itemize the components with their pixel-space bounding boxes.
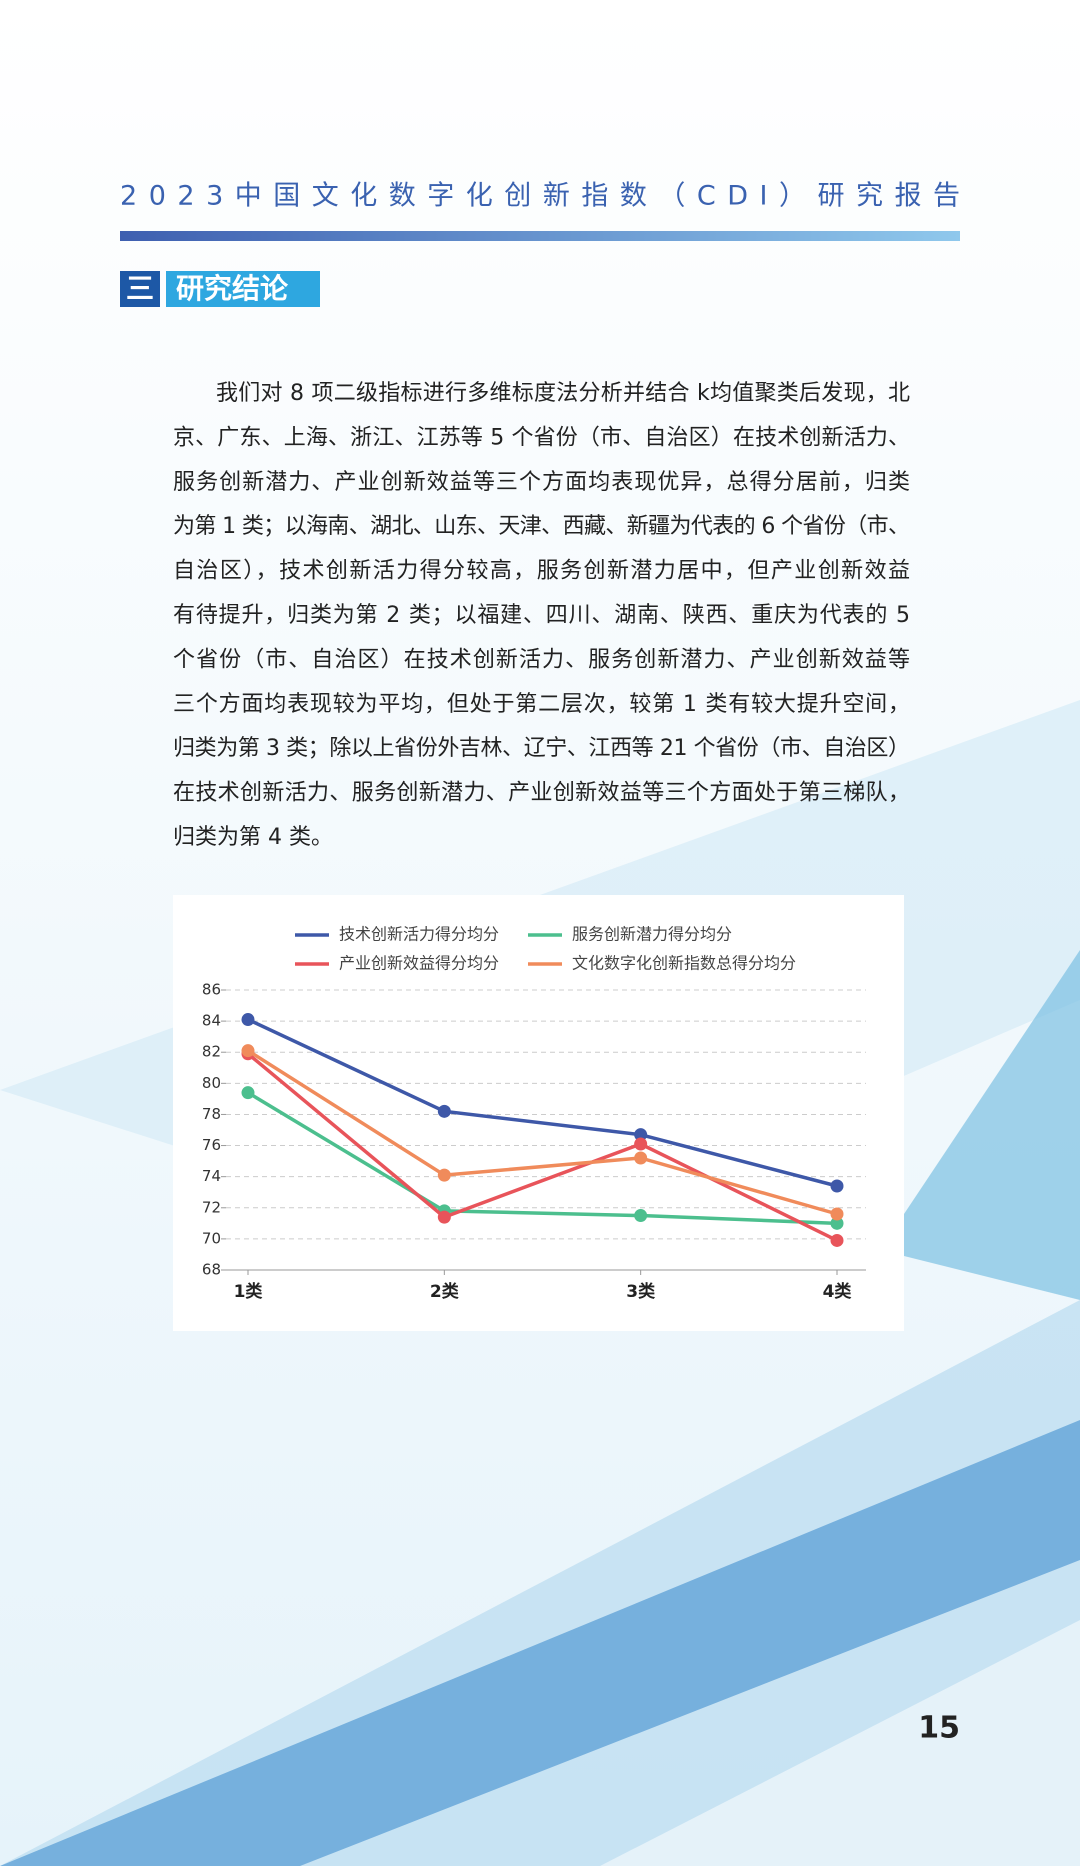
data-point xyxy=(830,1233,844,1247)
y-tick-label: 78 xyxy=(202,1105,221,1123)
data-point xyxy=(634,1151,648,1165)
y-tick-label: 80 xyxy=(202,1074,221,1092)
x-tick-label: 1类 xyxy=(234,1281,264,1302)
paragraph-line: 服务创新潜力、产业创新效益等三个方面均表现优异，总得分居前，归类 xyxy=(173,470,910,495)
series-line xyxy=(247,1017,838,1188)
paragraph-line: 归类为第 3 类；除以上省份外吉林、辽宁、江西等 21 个省份（市、自治区） xyxy=(173,736,910,761)
paragraph-line: 归类为第 4 类。 xyxy=(173,825,333,850)
data-point xyxy=(241,1013,255,1027)
y-tick-label: 82 xyxy=(202,1043,221,1061)
decor xyxy=(880,950,1080,1300)
section-number-box xyxy=(120,271,160,307)
y-tick-label: 84 xyxy=(202,1012,221,1030)
section-title: 研究结论 xyxy=(176,272,289,305)
header-bar xyxy=(120,231,960,241)
data-point xyxy=(830,1207,844,1221)
y-tick-label: 76 xyxy=(202,1136,221,1154)
decor xyxy=(0,1300,1080,1866)
legend-label: 技术创新活力得分均分 xyxy=(339,925,499,944)
chart-box xyxy=(173,895,904,1331)
y-tick-label: 72 xyxy=(202,1198,221,1216)
data-point xyxy=(437,1104,451,1118)
paragraph-line: 个省份（市、自治区）在技术创新活力、服务创新潜力、产业创新效益等 xyxy=(173,647,910,672)
x-tick-label: 4类 xyxy=(823,1281,853,1302)
data-point xyxy=(437,1168,451,1182)
legend-label: 服务创新潜力得分均分 xyxy=(572,925,732,944)
paragraph-line: 为第 1 类；以海南、湖北、山东、天津、西藏、新疆为代表的 6 个省份（市、 xyxy=(173,514,910,539)
page-number: 15 xyxy=(918,1711,960,1746)
y-tick-label: 74 xyxy=(202,1167,221,1185)
y-tick-label: 86 xyxy=(202,981,221,999)
data-point xyxy=(241,1086,255,1100)
series-line xyxy=(247,1091,838,1226)
decor xyxy=(0,1420,1080,1866)
data-point xyxy=(634,1209,648,1223)
series-line xyxy=(246,1052,838,1243)
paragraph-line: 三个方面均表现较为平均，但处于第二层次，较第 1 类有较大提升空间， xyxy=(173,692,910,717)
data-point xyxy=(830,1179,844,1193)
x-tick-label: 3类 xyxy=(626,1281,656,1302)
paragraph-line: 京、广东、上海、浙江、江苏等 5 个省份（市、自治区）在技术创新活力、 xyxy=(173,425,910,450)
y-tick-label: 70 xyxy=(202,1229,221,1247)
series-line xyxy=(247,1049,838,1216)
data-point xyxy=(437,1210,451,1224)
x-tick-label: 2类 xyxy=(430,1281,460,1302)
paragraph-line: 我们对 8 项二级指标进行多维标度法分析并结合 k均值聚类后发现，北 xyxy=(216,381,910,406)
data-point xyxy=(241,1044,255,1058)
decor xyxy=(600,1620,1080,1866)
section-title-box xyxy=(166,271,320,307)
data-point xyxy=(830,1216,844,1230)
data-point xyxy=(634,1137,648,1151)
legend-label: 文化数字化创新指数总得分均分 xyxy=(572,954,796,973)
paragraph-line: 有待提升，归类为第 2 类；以福建、四川、湖南、陕西、重庆为代表的 5 xyxy=(173,603,910,628)
legend-label: 产业创新效益得分均分 xyxy=(339,954,499,973)
paragraph-line: 在技术创新活力、服务创新潜力、产业创新效益等三个方面处于第三梯队， xyxy=(173,781,910,806)
section-number: 三 xyxy=(126,272,154,305)
y-tick-label: 68 xyxy=(202,1261,221,1279)
paragraph-line: 自治区），技术创新活力得分较高，服务创新潜力居中，但产业创新效益 xyxy=(173,559,910,584)
data-point xyxy=(634,1128,648,1142)
